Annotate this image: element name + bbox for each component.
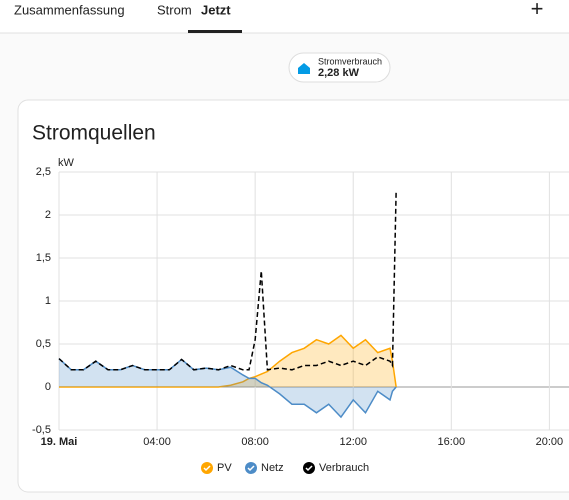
area-fill — [59, 335, 397, 387]
y-tick-label: 2 — [45, 209, 51, 221]
tab-indicator — [188, 30, 242, 33]
top-bar — [0, 0, 569, 33]
y-tick-label: 0 — [45, 381, 51, 393]
x-tick-label: 12:00 — [339, 436, 367, 448]
x-tick-label: 04:00 — [143, 436, 171, 448]
legend-label[interactable]: Netz — [261, 462, 284, 474]
badge[interactable] — [288, 52, 391, 83]
card — [17, 99, 569, 493]
y-axis-label: kW — [58, 157, 75, 169]
y-tick-label: -0,5 — [32, 424, 51, 436]
add-button[interactable]: + — [531, 0, 544, 21]
chart-title: Stromquellen — [32, 122, 156, 145]
home-icon — [298, 63, 310, 74]
tab[interactable]: Zusammenfassung — [14, 2, 125, 17]
x-tick-label: 08:00 — [241, 436, 269, 448]
y-tick-label: 2,5 — [36, 166, 51, 178]
x-tick-label: 16:00 — [438, 436, 466, 448]
legend-label[interactable]: PV — [217, 462, 232, 474]
legend-check — [203, 465, 211, 472]
tab[interactable]: Strom — [157, 2, 192, 17]
series-line — [58, 190, 397, 371]
legend-label[interactable]: Verbrauch — [319, 462, 369, 474]
y-tick-label: 0,5 — [36, 338, 51, 350]
legend-check — [305, 465, 313, 472]
x-tick-label: 20:00 — [536, 436, 564, 448]
legend-check — [247, 465, 255, 472]
badge-value: 2,28 kW — [318, 67, 360, 79]
x-tick-label: 19. Mai — [41, 436, 78, 448]
plot: 2,5 2 1,5 1 0,5 0 -0,519. Mai 04:00 08:00 12:00 16… — [32, 166, 569, 474]
y-tick-label: 1 — [45, 295, 51, 307]
series-line — [59, 334, 397, 388]
area-fill — [59, 358, 397, 418]
y-tick-label: 1,5 — [36, 252, 51, 264]
tab-active[interactable]: Jetzt — [201, 2, 231, 17]
badge-label: Stromverbrauch — [318, 56, 382, 66]
